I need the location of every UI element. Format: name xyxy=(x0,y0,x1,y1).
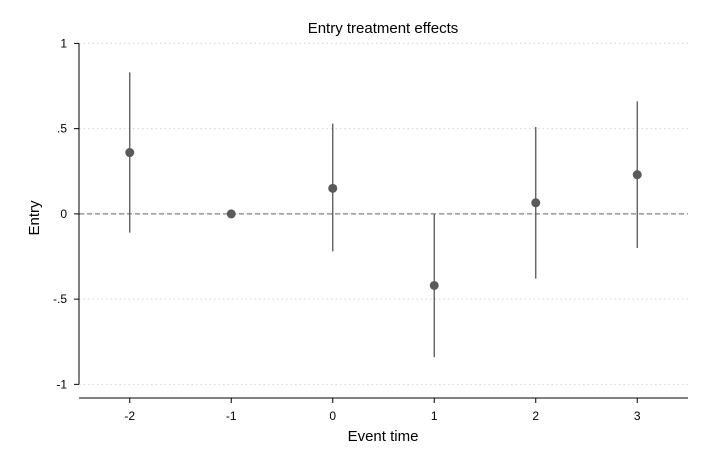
confidence-intervals xyxy=(129,72,638,358)
point-estimate xyxy=(226,209,236,219)
x-tick-label: 1 xyxy=(431,409,438,423)
x-tick-label: 2 xyxy=(532,409,539,423)
y-axis-title: Entry xyxy=(26,200,43,236)
x-axis-title: Event time xyxy=(348,428,419,445)
point-estimate xyxy=(125,148,135,158)
y-tick-label: -1 xyxy=(56,377,67,391)
point-estimate xyxy=(632,170,642,180)
x-tick-label: -2 xyxy=(124,409,135,423)
y-tick-label: 0 xyxy=(60,207,67,221)
x-tick-label: 3 xyxy=(634,409,641,423)
point-estimates xyxy=(125,148,642,290)
chart-title: Entry treatment effects xyxy=(308,20,459,37)
y-tick-label: 1 xyxy=(60,36,67,50)
x-tick-label: -1 xyxy=(226,409,237,423)
y-tick-label: .5 xyxy=(57,122,67,136)
x-axis: -2 -1 0 1 2 3 xyxy=(79,397,688,423)
point-estimate xyxy=(429,280,439,290)
y-tick-label: -.5 xyxy=(53,292,67,306)
point-estimate xyxy=(531,198,541,208)
y-axis: -1 -.5 0 .5 1 xyxy=(53,36,80,391)
point-estimate xyxy=(328,183,338,193)
x-tick-label: 0 xyxy=(329,409,336,423)
